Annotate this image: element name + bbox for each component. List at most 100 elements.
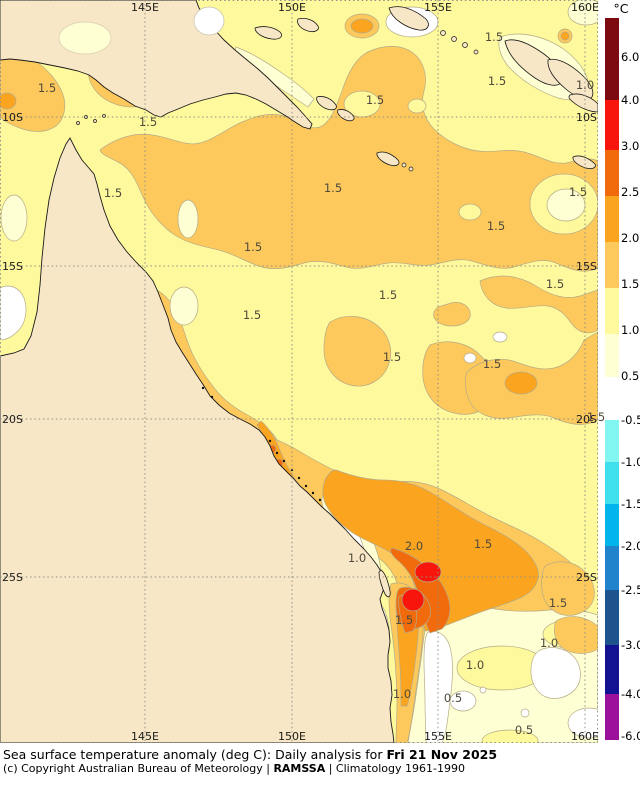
island xyxy=(376,151,400,167)
colorbar-label: 2.0 xyxy=(621,231,639,245)
colorbar-label: 4.0 xyxy=(621,93,639,107)
colorbar-segment-blue xyxy=(605,546,619,590)
caption-product: RAMSSA xyxy=(273,762,326,775)
contour-label: 1.5 xyxy=(324,181,342,195)
grid-layer xyxy=(0,0,598,743)
contour-label: 1.5 xyxy=(383,350,401,364)
anomaly-region-pale_yellow xyxy=(481,729,539,743)
anomaly-region-amber xyxy=(554,616,598,654)
contour-label: 1.5 xyxy=(139,115,157,129)
caption-title: Sea surface temperature anomaly (deg C):… xyxy=(3,747,498,762)
island-dot xyxy=(401,162,407,168)
contour-label: 1.5 xyxy=(38,81,56,95)
anomaly-region-orange xyxy=(350,18,374,34)
anomaly-region-orange xyxy=(0,92,17,110)
reef-dot xyxy=(304,484,308,488)
axis-label-lon-top: 155E xyxy=(424,1,452,14)
contour-label: 1.5 xyxy=(483,357,501,371)
contour-label: 1.0 xyxy=(540,636,558,650)
island xyxy=(572,155,596,170)
contour-label: 1.5 xyxy=(379,288,397,302)
anomaly-region-orange xyxy=(504,371,538,395)
map-label-layer: 145E 145E 150E 150E 155E 155E 160E 160E 10S 10S 15… xyxy=(2,1,605,743)
colorbar-label: 1.5 xyxy=(621,277,639,291)
caption: Sea surface temperature anomaly (deg C):… xyxy=(3,747,637,776)
anomaly-region-white xyxy=(0,285,27,341)
contour-label: 1.5 xyxy=(104,186,122,200)
colorbar-segment-purple xyxy=(605,694,619,740)
colorbar-label: -3.0 xyxy=(621,638,640,652)
contour-label: 0.5 xyxy=(444,691,462,705)
island-dot xyxy=(473,49,479,55)
colorbar-segment-amber xyxy=(605,242,619,288)
island-dot xyxy=(440,30,446,36)
anomaly-region-amber xyxy=(541,561,595,616)
colorbar-label: -2.5 xyxy=(621,583,640,597)
axis-label-lat-left: 15S xyxy=(2,260,23,273)
anomaly-region-white xyxy=(463,352,477,364)
axis-label-lat-right: 10S xyxy=(576,111,597,124)
colorbar-segment-navy xyxy=(605,645,619,694)
island-dot xyxy=(93,119,97,123)
colorbar-segment-orange xyxy=(605,196,619,242)
anomaly-region-cream xyxy=(567,0,598,26)
reef-dot xyxy=(201,386,205,390)
anomaly-region-red xyxy=(414,561,442,583)
anomaly-region-amber xyxy=(0,45,66,132)
land-australia xyxy=(0,137,395,743)
contour-label: 1.5 xyxy=(243,308,261,322)
contour-label: 1.0 xyxy=(466,658,484,672)
anomaly-region-pale_yellow xyxy=(407,98,427,114)
colorbar: °C 6.0 4.0 3.0 2.5 2.0 1.5 1.0 0.5 -0.5 -1.0 -1.5 -2… xyxy=(605,1,640,743)
contour-label: 1.0 xyxy=(393,687,411,701)
anomaly-region-pale_yellow xyxy=(458,203,482,221)
contour-label: 0.5 xyxy=(515,723,533,737)
contour-label: 1.5 xyxy=(587,410,605,424)
colorbar-label: -1.5 xyxy=(621,497,640,511)
colorbar-label: -2.0 xyxy=(621,539,640,553)
land-patch xyxy=(58,21,112,55)
island-dot xyxy=(76,121,80,125)
reef-dot xyxy=(275,451,279,455)
contour-label: 1.0 xyxy=(348,551,366,565)
contour-label: 1.5 xyxy=(366,93,384,107)
island xyxy=(547,58,594,100)
contour-label: 1.5 xyxy=(546,277,564,291)
axis-label-lon-bottom: 155E xyxy=(424,730,452,743)
colorbar-label: 0.5 xyxy=(621,369,639,383)
axis-label-lon-bottom: 160E xyxy=(571,730,599,743)
axis-label-lat-left: 20S xyxy=(2,413,23,426)
colorbar-segment-cyan2 xyxy=(605,462,619,504)
caption-date: Fri 21 Nov 2025 xyxy=(386,747,498,762)
colorbar-segment-deep_orange xyxy=(605,150,619,196)
colorbar-segment-cyan1 xyxy=(605,420,619,462)
reef-dot xyxy=(268,439,272,443)
anomaly-region-white xyxy=(520,708,530,718)
island-dot xyxy=(451,36,457,42)
colorbar-segment-red xyxy=(605,100,619,150)
colorbar-title: °C xyxy=(614,1,629,16)
anomaly-region-white xyxy=(479,686,487,694)
anomaly-region-red xyxy=(401,588,425,612)
axis-label-lat-left: 25S xyxy=(2,571,23,584)
contour-label: 1.5 xyxy=(488,74,506,88)
contour-label: 1.5 xyxy=(487,219,505,233)
axis-label-lat-right: 25S xyxy=(576,571,597,584)
colorbar-label: -1.0 xyxy=(621,455,640,469)
anomaly-region-orange xyxy=(560,31,570,41)
axis-label-lat-right: 15S xyxy=(576,260,597,273)
island xyxy=(388,6,429,31)
caption-copyright: (c) Copyright Australian Bureau of Meteo… xyxy=(3,762,465,775)
island-dot xyxy=(408,166,414,172)
colorbar-segment-cyan3 xyxy=(605,504,619,546)
anomaly-region-white xyxy=(423,630,453,743)
island xyxy=(254,26,282,40)
reef-dot xyxy=(318,498,322,502)
contour-label: 1.5 xyxy=(244,240,262,254)
axis-label-lat-right: 20S xyxy=(576,413,597,426)
anomaly-region-white xyxy=(530,647,581,699)
anomaly-region-white xyxy=(492,331,508,343)
contour-label: 1.0 xyxy=(576,78,594,92)
colorbar-segment-steel xyxy=(605,590,619,645)
island xyxy=(378,569,391,598)
